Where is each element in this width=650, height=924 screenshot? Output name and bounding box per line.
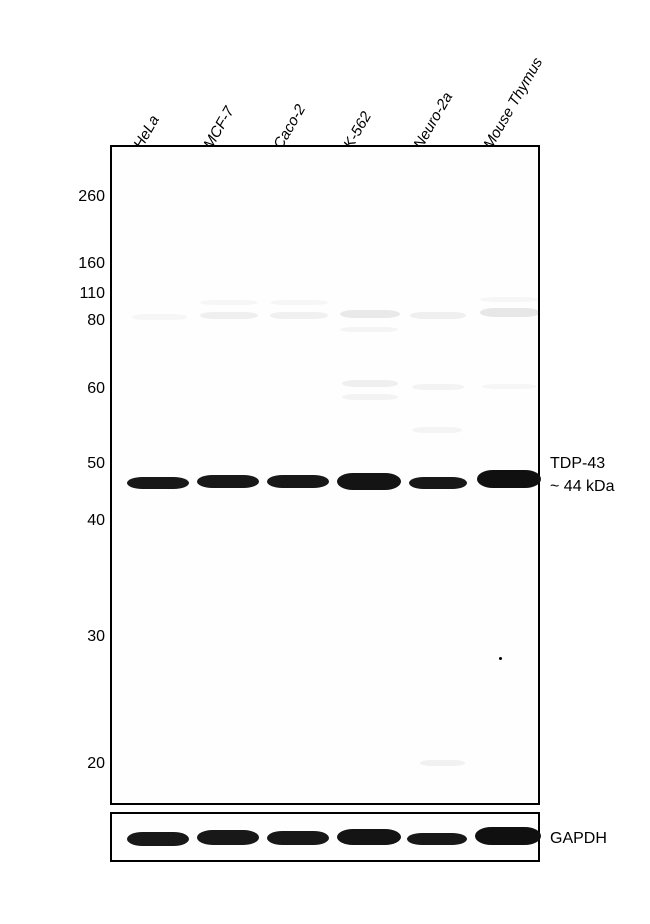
- gapdh-band-mcf7: [197, 830, 259, 845]
- gapdh-band-hela: [127, 832, 189, 846]
- nonspecific-band: [412, 427, 462, 433]
- main-blot-membrane: [110, 145, 540, 805]
- nonspecific-band: [410, 312, 466, 319]
- mw-marker-40: 40: [60, 512, 105, 530]
- loading-control-label: GAPDH: [550, 830, 607, 848]
- nonspecific-band: [420, 760, 465, 766]
- nonspecific-band: [482, 384, 537, 389]
- nonspecific-band: [480, 308, 540, 317]
- tdp43-band-mcf7: [197, 475, 259, 488]
- mw-marker-260: 260: [60, 188, 105, 206]
- apparent-mw-label: ~ 44 kDa: [550, 478, 614, 496]
- tdp43-band-caco2: [267, 475, 329, 488]
- nonspecific-band: [132, 314, 187, 320]
- nonspecific-band: [200, 300, 258, 305]
- lane-label-mouse-thymus: Mouse Thymus: [480, 55, 546, 152]
- gapdh-band-neuro2a: [407, 833, 467, 845]
- western-blot-figure: HeLa MCF-7 Caco-2 K-562 Neuro-2a Mouse T…: [0, 0, 650, 924]
- tdp43-band-hela: [127, 477, 189, 489]
- tdp43-band-k562: [337, 473, 401, 490]
- mw-marker-20: 20: [60, 755, 105, 773]
- nonspecific-band: [342, 394, 398, 400]
- tdp43-band-mouse-thymus: [477, 470, 541, 488]
- nonspecific-band: [200, 312, 258, 319]
- artifact-dot: [499, 657, 502, 660]
- mw-marker-80: 80: [60, 312, 105, 330]
- nonspecific-band: [270, 312, 328, 319]
- gapdh-blot-membrane: [110, 812, 540, 862]
- nonspecific-band: [480, 297, 538, 302]
- target-protein-label: TDP-43: [550, 455, 605, 473]
- gapdh-band-mouse-thymus: [475, 827, 541, 845]
- mw-marker-50: 50: [60, 455, 105, 473]
- mw-marker-110: 110: [60, 285, 105, 303]
- mw-marker-60: 60: [60, 380, 105, 398]
- lane-label-neuro2a: Neuro-2a: [410, 89, 456, 152]
- tdp43-band-neuro2a: [409, 477, 467, 489]
- mw-marker-160: 160: [60, 255, 105, 273]
- nonspecific-band: [270, 300, 328, 305]
- nonspecific-band: [412, 384, 464, 390]
- mw-marker-30: 30: [60, 628, 105, 646]
- gapdh-band-caco2: [267, 831, 329, 845]
- nonspecific-band: [340, 310, 400, 318]
- nonspecific-band: [340, 327, 398, 332]
- nonspecific-band: [342, 380, 398, 387]
- gapdh-band-k562: [337, 829, 401, 845]
